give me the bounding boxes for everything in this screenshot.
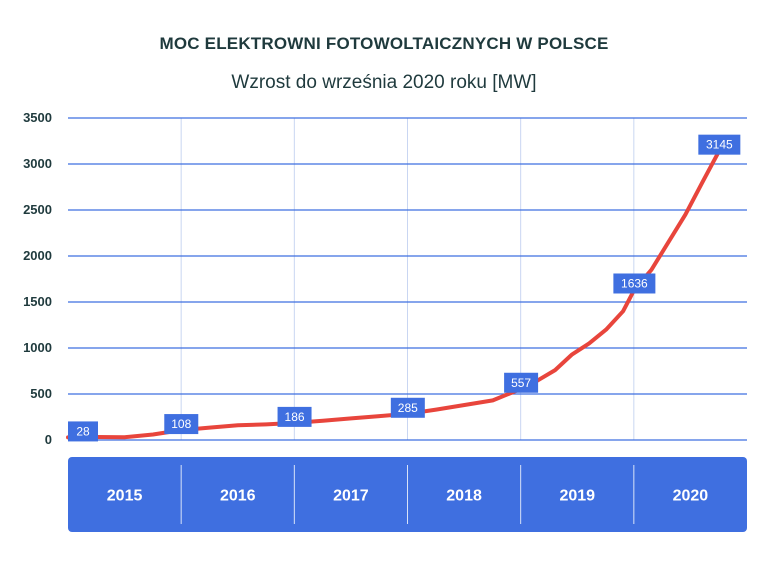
data-label: 285 — [398, 401, 418, 415]
data-label: 557 — [511, 376, 531, 390]
data-label: 3145 — [706, 138, 733, 152]
chart-subtitle: Wzrost do września 2020 roku [MW] — [231, 72, 537, 93]
y-tick-label: 1500 — [23, 294, 52, 309]
x-tick-label: 2018 — [446, 488, 482, 505]
data-label: 1636 — [621, 276, 648, 290]
y-tick-label: 500 — [30, 386, 52, 401]
data-label: 108 — [171, 417, 191, 431]
chart-title: MOC ELEKTROWNI FOTOWOLTAICZNYCH W POLSCE — [159, 34, 609, 53]
y-tick-label: 2500 — [23, 202, 52, 217]
x-tick-label: 2020 — [673, 488, 709, 505]
data-label-box — [277, 406, 312, 427]
x-tick-label: 2017 — [333, 488, 369, 505]
data-label-box — [613, 273, 656, 294]
y-tick-label: 3000 — [23, 156, 52, 171]
data-label-box — [68, 421, 98, 442]
data-label-box — [698, 134, 741, 155]
x-tick-label: 2019 — [559, 488, 595, 505]
y-tick-label: 0 — [45, 432, 52, 447]
data-label-box — [164, 414, 199, 435]
data-label-box — [390, 397, 425, 418]
data-label: 186 — [285, 410, 305, 424]
x-tick-label: 2016 — [220, 488, 256, 505]
y-tick-label: 2000 — [23, 248, 52, 263]
y-tick-label: 1000 — [23, 340, 52, 355]
data-label-box — [504, 372, 539, 393]
y-tick-label: 3500 — [23, 110, 52, 125]
x-tick-label: 2015 — [107, 488, 143, 505]
data-label: 28 — [76, 424, 90, 438]
